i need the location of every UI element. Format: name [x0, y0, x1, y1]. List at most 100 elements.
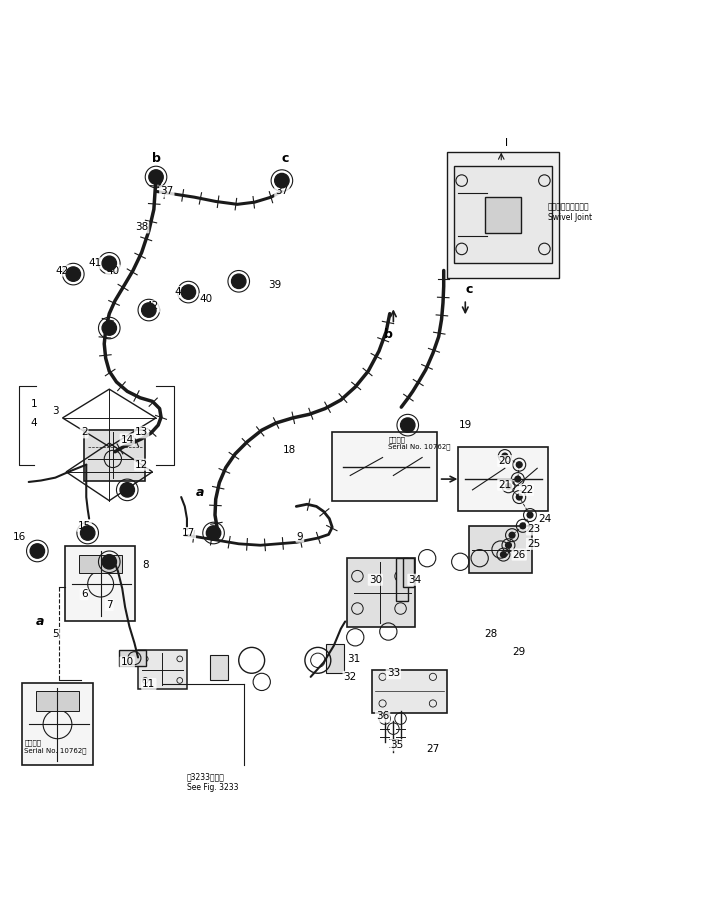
- Text: 第3233図参照
See Fig. 3233: 第3233図参照 See Fig. 3233: [187, 772, 238, 791]
- Text: 1: 1: [30, 399, 37, 409]
- Text: a: a: [196, 486, 204, 499]
- Circle shape: [516, 462, 522, 468]
- Bar: [396, 558, 409, 601]
- Circle shape: [102, 554, 116, 569]
- Text: 24: 24: [538, 513, 551, 523]
- Circle shape: [515, 476, 521, 482]
- Text: 31: 31: [347, 654, 360, 664]
- Circle shape: [401, 418, 415, 432]
- Circle shape: [206, 526, 221, 540]
- Bar: [22, 683, 93, 765]
- Text: 適用号等
Serial No. 10762～: 適用号等 Serial No. 10762～: [388, 436, 451, 450]
- Text: 40: 40: [200, 295, 213, 305]
- Text: 10: 10: [121, 658, 134, 667]
- Bar: [138, 650, 187, 689]
- Circle shape: [509, 533, 515, 538]
- Text: 15: 15: [77, 521, 91, 531]
- Text: 37: 37: [275, 187, 289, 197]
- Text: 30: 30: [369, 575, 382, 585]
- Circle shape: [66, 267, 81, 281]
- Circle shape: [142, 303, 156, 318]
- Bar: [84, 430, 145, 480]
- Text: 42: 42: [56, 265, 69, 275]
- Circle shape: [516, 494, 522, 500]
- Text: 4: 4: [30, 418, 37, 428]
- Bar: [36, 691, 79, 711]
- Bar: [326, 644, 344, 673]
- Text: 17: 17: [182, 528, 195, 538]
- Text: 5: 5: [52, 629, 58, 639]
- Circle shape: [30, 544, 45, 558]
- Text: 38: 38: [135, 222, 148, 232]
- Circle shape: [120, 483, 134, 497]
- Text: 7: 7: [106, 600, 113, 610]
- Text: 34: 34: [409, 575, 422, 585]
- Text: 35: 35: [391, 740, 404, 750]
- Circle shape: [502, 453, 508, 459]
- Text: 13: 13: [135, 427, 148, 437]
- Circle shape: [527, 512, 533, 518]
- Text: 33: 33: [387, 668, 400, 678]
- Text: 9: 9: [297, 532, 303, 542]
- Text: 21: 21: [498, 479, 511, 490]
- Text: c: c: [465, 283, 473, 296]
- Text: 14: 14: [121, 435, 134, 445]
- Text: 36: 36: [376, 712, 389, 721]
- Text: b: b: [152, 153, 160, 166]
- Bar: [372, 670, 448, 713]
- Text: 2: 2: [81, 427, 87, 437]
- Circle shape: [505, 483, 511, 490]
- Text: 6: 6: [81, 589, 87, 599]
- Text: 12: 12: [135, 459, 148, 469]
- Text: 16: 16: [13, 532, 26, 542]
- Text: 23: 23: [527, 524, 540, 534]
- Text: 41: 41: [88, 258, 102, 268]
- Text: 19: 19: [458, 420, 472, 430]
- Bar: [347, 558, 415, 627]
- Text: b: b: [384, 328, 393, 341]
- Text: c: c: [282, 153, 290, 166]
- Text: a: a: [36, 615, 44, 628]
- Text: 27: 27: [426, 744, 440, 754]
- Text: 28: 28: [484, 629, 497, 639]
- Text: 18: 18: [282, 446, 296, 456]
- Circle shape: [81, 526, 95, 540]
- Bar: [210, 655, 228, 681]
- Bar: [65, 546, 135, 621]
- Text: 29: 29: [513, 647, 526, 657]
- Text: 32: 32: [344, 672, 357, 682]
- Text: 37: 37: [160, 187, 173, 197]
- Text: l: l: [505, 138, 508, 148]
- Circle shape: [102, 256, 116, 271]
- Text: スイベルジョイント
Swivel Joint: スイベルジョイント Swivel Joint: [548, 202, 592, 221]
- Circle shape: [232, 274, 246, 288]
- Circle shape: [149, 170, 163, 184]
- Bar: [403, 558, 414, 587]
- Bar: [118, 651, 146, 666]
- Bar: [448, 152, 559, 277]
- Text: 42: 42: [146, 301, 159, 311]
- Text: 3: 3: [52, 405, 58, 415]
- Text: 適用号等
Serial No. 10762～: 適用号等 Serial No. 10762～: [25, 739, 87, 754]
- Bar: [469, 526, 532, 573]
- Text: 41: 41: [175, 287, 188, 297]
- Text: 39: 39: [268, 280, 282, 290]
- Text: 8: 8: [142, 560, 149, 570]
- Text: 26: 26: [513, 550, 526, 560]
- Text: 20: 20: [498, 456, 511, 466]
- Text: 40: 40: [106, 265, 119, 275]
- Circle shape: [520, 523, 526, 529]
- Bar: [454, 167, 552, 264]
- Circle shape: [505, 543, 511, 548]
- Circle shape: [274, 174, 289, 188]
- Circle shape: [181, 285, 196, 299]
- Circle shape: [500, 552, 506, 557]
- Text: 25: 25: [527, 539, 540, 549]
- Bar: [79, 554, 122, 573]
- Text: 22: 22: [520, 485, 533, 495]
- Bar: [458, 447, 548, 511]
- Bar: [485, 197, 521, 232]
- Bar: [332, 432, 437, 501]
- Circle shape: [102, 321, 116, 335]
- Text: 11: 11: [142, 679, 155, 689]
